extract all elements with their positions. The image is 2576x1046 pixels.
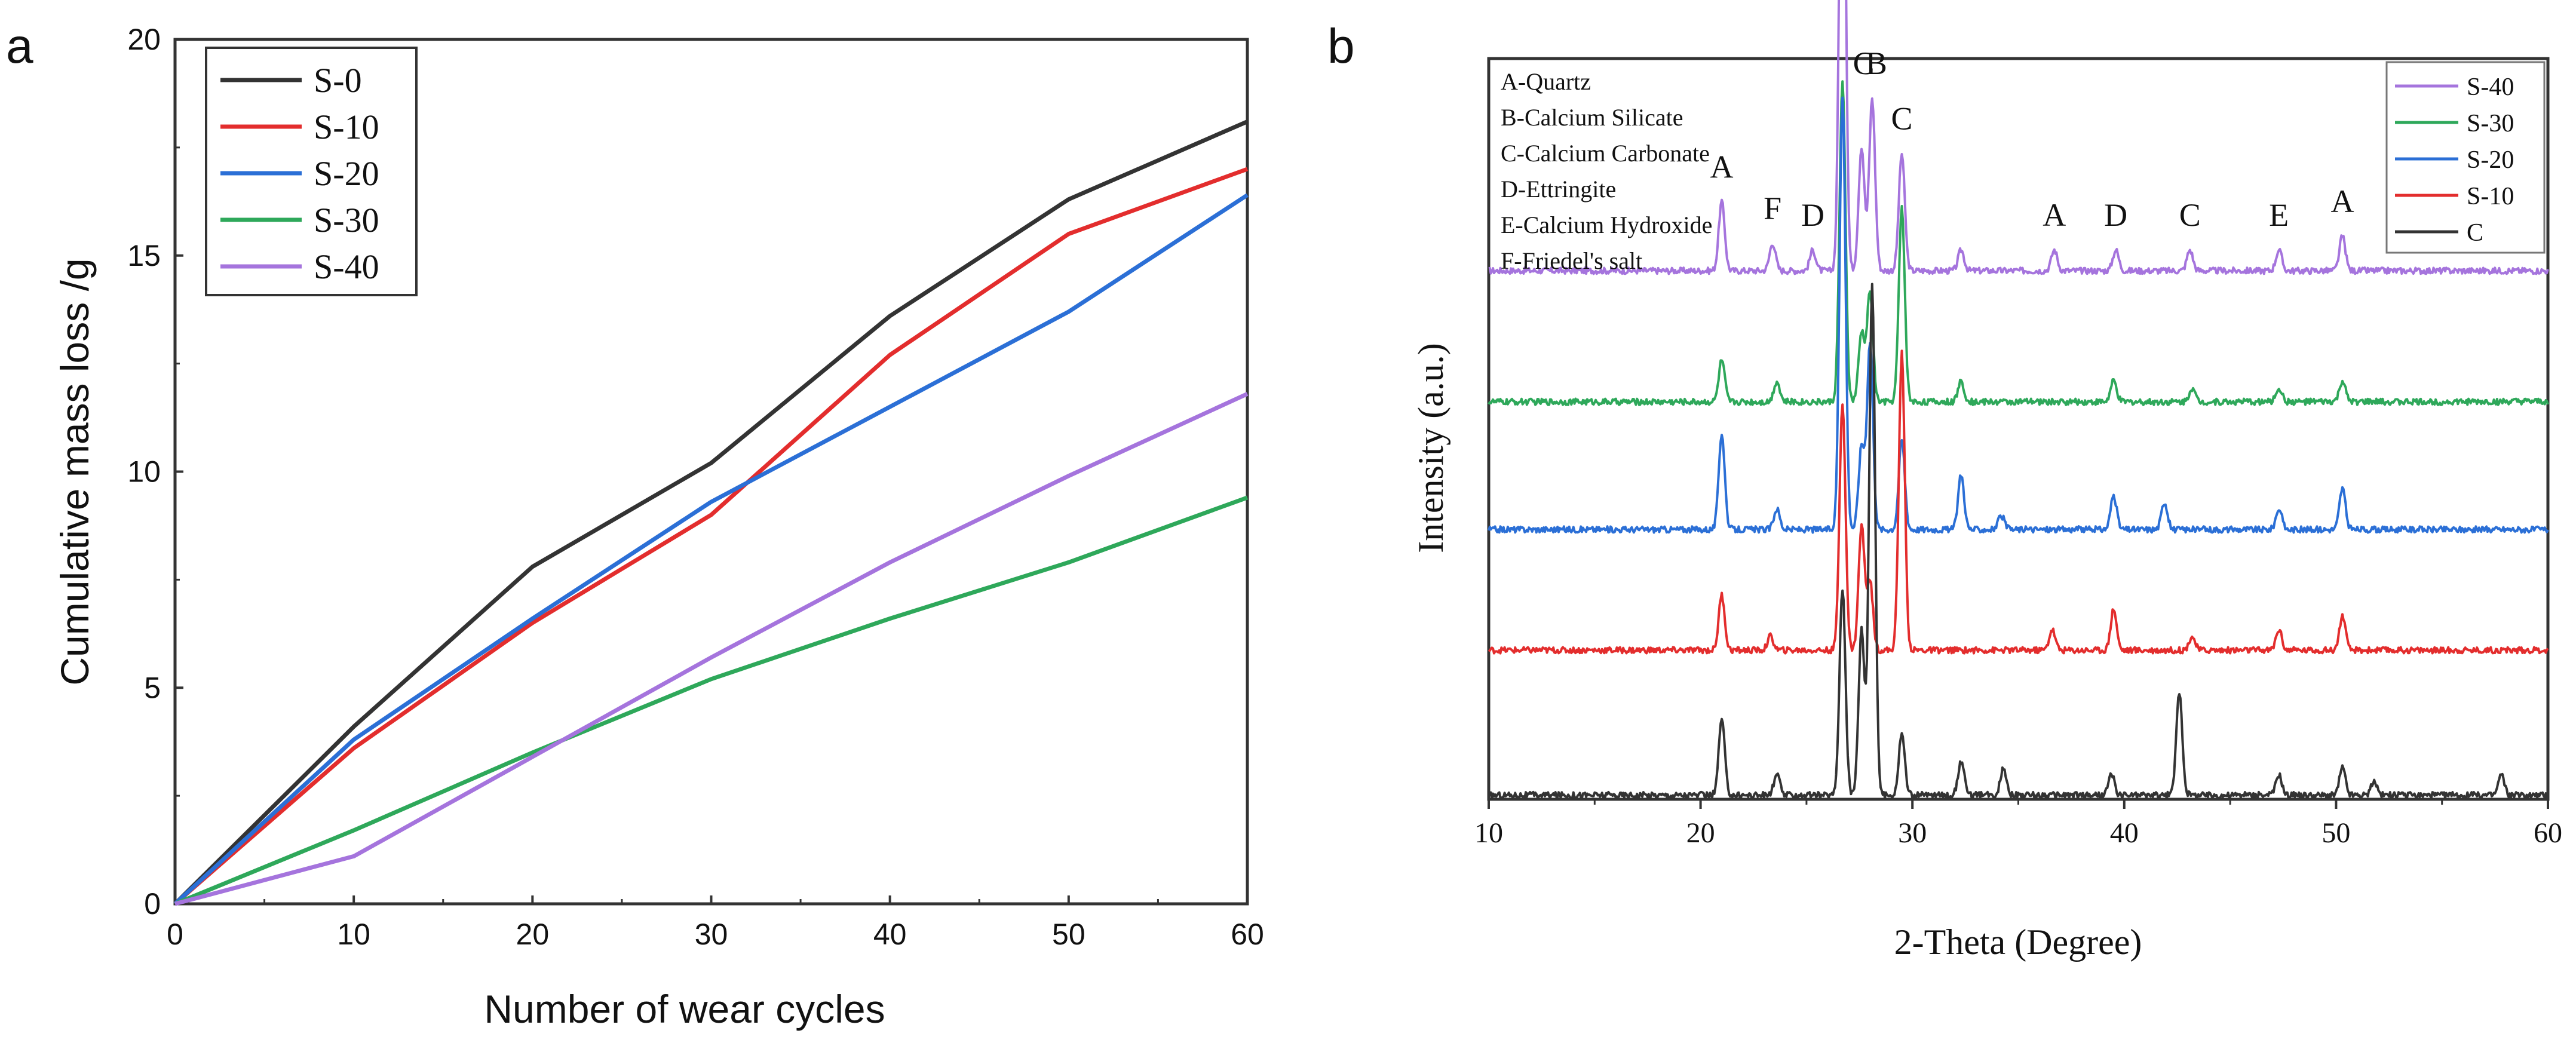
panel-a-legend-label: S-10	[314, 108, 379, 146]
panel-b-phase-key-item: C-Calcium Carbonate	[1501, 140, 1710, 167]
panel-a-xtick-label: 10	[337, 918, 370, 951]
panel-b-phase-key: A-Quartz B-Calcium Silicate C-Calcium Carb…	[1501, 68, 1712, 274]
panel-a-xtick-label: 40	[873, 918, 907, 951]
panel-a-xtick-label: 20	[516, 918, 550, 951]
panel-b-phase-key-item: D-Ettringite	[1501, 176, 1616, 203]
panel-a-legend-label: S-40	[314, 247, 379, 286]
panel-a-series-S-30	[174, 495, 1249, 906]
panel-b-peak-label: E	[2269, 197, 2289, 233]
panel-b-peak-label: A	[1710, 149, 1734, 185]
panel-b-series-S-20	[1488, 96, 2549, 534]
panel-a-series	[173, 119, 1249, 906]
panel-b-legend-label: S-20	[2467, 146, 2514, 174]
panel-b-series-C	[1488, 283, 2549, 800]
panel-a-ytick-label: 20	[127, 23, 161, 56]
panel-a-xlabel: Number of wear cycles	[484, 987, 885, 1031]
panel-a-xtick-label: 50	[1052, 918, 1085, 951]
panel-a-series-S-0	[173, 119, 1249, 906]
panel-b-legend-label: S-40	[2467, 73, 2514, 101]
panel-b-xtick-label: 30	[1898, 817, 1927, 849]
panel-b-phase-key-item: B-Calcium Silicate	[1501, 104, 1683, 131]
panel-a-ytick-label: 10	[127, 455, 161, 489]
panel-b-xtick-label: 20	[1686, 817, 1715, 849]
panel-b-series-S-40	[1488, 0, 2549, 275]
panel-b-series-S-30	[1488, 80, 2549, 406]
panel-b-series-S-10	[1488, 349, 2549, 655]
panel-b-xtick-label: 40	[2110, 817, 2139, 849]
panel-a-axes: 0 10 20 30 40 50 60 0 5 10 15 20	[127, 23, 1264, 951]
panel-b-peak-label: C	[2179, 197, 2201, 233]
panel-a-xtick-label: 0	[167, 918, 183, 951]
panel-b-xtick-label: 50	[2322, 817, 2350, 849]
panel-b-ylabel: Intensity (a.u.)	[1411, 343, 1450, 553]
panel-b-peak-label: A	[2331, 183, 2354, 219]
panel-b-peak-labels: AFDACBCADCEA	[1710, 45, 2354, 233]
panel-b-legend-label: C	[2467, 219, 2483, 247]
panel-a-legend-label: S-20	[314, 154, 379, 193]
panel-b-legend-label: S-30	[2467, 110, 2514, 137]
panel-a-label: a	[6, 19, 33, 73]
panel-a-xtick-label: 60	[1231, 918, 1264, 951]
panel-b-legend: S-40 S-30 S-20 S-10 C	[2385, 61, 2546, 254]
panel-a-ytick-label: 15	[127, 239, 161, 272]
panel-b-label: b	[1327, 19, 1355, 73]
panel-a-legend: S-0 S-10 S-20 S-30 S-40	[205, 47, 418, 296]
panel-a-ytick-label: 0	[144, 887, 161, 921]
panel-a-legend-label: S-30	[314, 201, 379, 240]
panel-b-phase-key-item: A-Quartz	[1501, 68, 1591, 95]
panel-a-series-S-10	[173, 167, 1249, 906]
panel-b-xtick-label: 60	[2534, 817, 2562, 849]
panel-b-peak-label: C	[1853, 45, 1875, 81]
panel-a-ylabel: Cumulative mass loss /g	[53, 258, 97, 685]
panel-b-xtick-label: 10	[1474, 817, 1503, 849]
panel-b-peak-label: F	[1764, 191, 1781, 226]
panel-b-phase-key-item: F-Friedel's salt	[1501, 247, 1642, 274]
panel-b-series	[1488, 0, 2549, 800]
panel-b-peak-label: D	[1801, 197, 1824, 233]
panel-b-legend-label: S-10	[2467, 183, 2514, 210]
panel-a-series-S-20	[173, 193, 1249, 906]
panel-b-peak-label: B	[1866, 45, 1887, 81]
panel-a-legend-label: S-0	[314, 61, 362, 100]
panel-a-series-S-40	[174, 392, 1249, 906]
panel-b-peak-label: D	[2104, 197, 2127, 233]
panel-b-peak-label: A	[2043, 197, 2066, 233]
panel-a-xtick-label: 30	[695, 918, 728, 951]
panel-b-xlabel: 2-Theta (Degree)	[1894, 922, 2142, 962]
panel-a-ytick-label: 5	[144, 671, 161, 704]
panel-b-phase-key-item: E-Calcium Hydroxide	[1501, 211, 1712, 238]
panel-b-peak-label: C	[1891, 100, 1912, 136]
panel-b-axes: 10 20 30 40 50 60	[1474, 799, 2562, 849]
